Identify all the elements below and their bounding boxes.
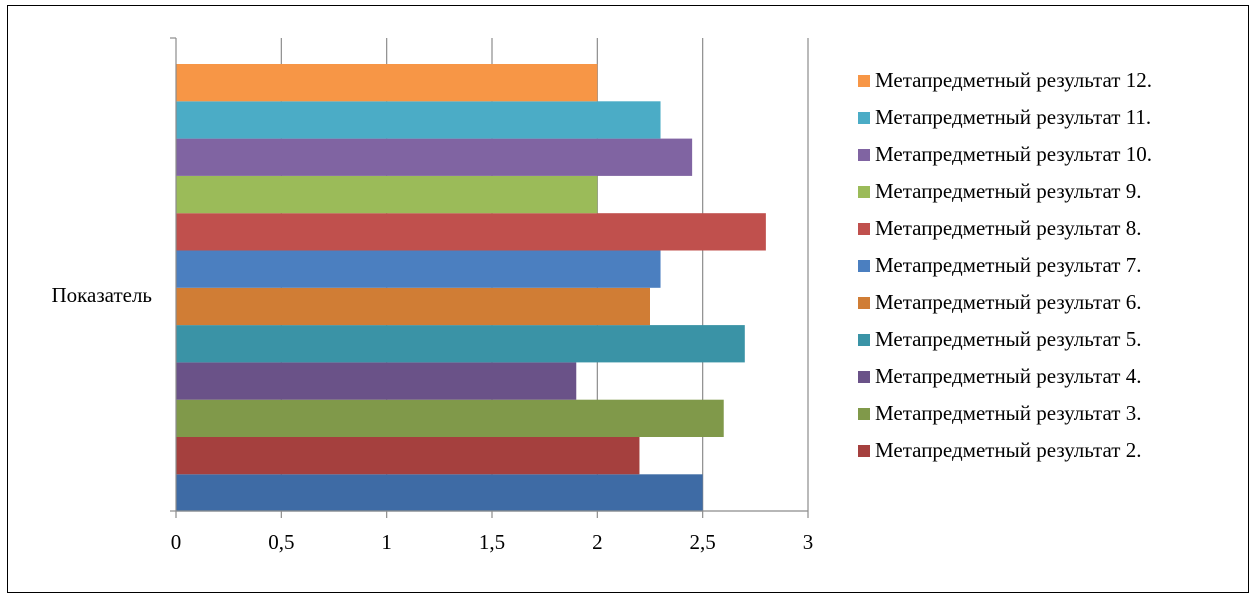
legend-label: Метапредметный результат 7. [875, 253, 1142, 277]
bar-2 [176, 437, 640, 475]
legend-item: Метапредметный результат 11. [858, 99, 1248, 136]
x-tick-label: 2,5 [690, 530, 716, 554]
bar-1 [176, 474, 703, 512]
legend-label: Метапредметный результат 5. [875, 327, 1142, 351]
bar-8 [176, 213, 766, 251]
axes [170, 37, 809, 518]
legend-swatch [858, 296, 870, 309]
legend-label: Метапредметный результат 9. [875, 179, 1142, 203]
category-label: Показатель [52, 283, 153, 307]
x-tick-label: 3 [803, 530, 814, 554]
x-tick-label: 0,5 [268, 530, 294, 554]
bars [176, 64, 766, 512]
legend-item: Метапредметный результат 3. [858, 395, 1248, 432]
legend-label: Метапредметный результат 3. [875, 401, 1142, 425]
bar-11 [176, 101, 661, 139]
bar-7 [176, 250, 661, 288]
bar-12 [176, 64, 598, 102]
legend-item: Метапредметный результат 7. [858, 247, 1248, 284]
legend-swatch [858, 148, 870, 161]
legend-label: Метапредметный результат 2. [875, 438, 1142, 462]
legend-swatch [858, 111, 870, 124]
x-tick-label: 1,5 [479, 530, 505, 554]
legend-swatch [858, 222, 870, 235]
x-tick-label: 2 [592, 530, 603, 554]
legend-item: Метапредметный результат 4. [858, 358, 1248, 395]
legend-item: Метапредметный результат 5. [858, 321, 1248, 358]
legend-item: Метапредметный результат 6. [858, 284, 1248, 321]
legend-item: Метапредметный результат 8. [858, 210, 1248, 247]
bar-4 [176, 362, 577, 400]
legend-swatch [858, 333, 870, 346]
legend-swatch [858, 259, 870, 272]
bar-6 [176, 287, 650, 326]
legend-label: Метапредметный результат 4. [875, 364, 1142, 388]
legend-item: Метапредметный результат 10. [858, 136, 1248, 173]
legend-label: Метапредметный результат 6. [875, 290, 1142, 314]
x-tick-label: 0 [171, 530, 182, 554]
x-tick-label: 1 [381, 530, 392, 554]
legend-label: Метапредметный результат 12. [875, 68, 1152, 92]
bar-10 [176, 138, 693, 176]
x-tick-labels: 0 0,5 1 1,5 2 2,5 3 [171, 530, 814, 554]
legend-label: Метапредметный результат 8. [875, 216, 1142, 240]
legend-swatch [858, 407, 870, 420]
legend-label: Метапредметный результат 11. [875, 105, 1152, 129]
bar-3 [176, 399, 724, 437]
legend-item: Метапредметный результат 2. [858, 432, 1248, 469]
legend-label: Метапредметный результат 10. [875, 142, 1152, 166]
legend-item: Метапредметный результат 12. [858, 62, 1248, 99]
bar-9 [176, 175, 598, 214]
legend-item: Метапредметный результат 9. [858, 173, 1248, 210]
legend-swatch [858, 444, 870, 457]
legend-swatch [858, 370, 870, 383]
bar-5 [176, 325, 745, 363]
legend: Метапредметный результат 12. Метапредметн… [858, 62, 1248, 469]
legend-swatch [858, 185, 870, 198]
legend-swatch [858, 74, 870, 87]
